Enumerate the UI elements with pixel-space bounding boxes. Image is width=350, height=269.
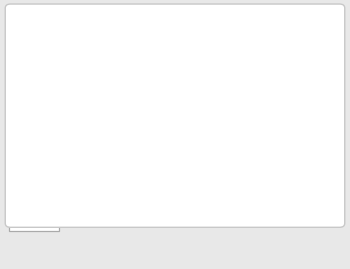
Text: Find the potential at the center of the square.: Find the potential at the center of the …: [10, 201, 228, 210]
Text: = 1.10 cm with charges of: = 1.10 cm with charges of: [86, 38, 211, 47]
Text: = +7.40 μC at: = +7.40 μC at: [146, 38, 214, 47]
Text: P cm: P cm: [92, 186, 111, 195]
Text: d: d: [58, 163, 63, 172]
Text: +q μC: +q μC: [144, 172, 170, 181]
Circle shape: [48, 65, 62, 79]
Text: P cm: P cm: [22, 106, 31, 126]
Circle shape: [141, 65, 155, 79]
Text: Consider a square of side: Consider a square of side: [28, 38, 146, 47]
Circle shape: [48, 153, 62, 167]
Text: V: V: [62, 217, 69, 227]
Text: +q μC: +q μC: [144, 51, 170, 60]
Text: +q μC: +q μC: [51, 51, 77, 60]
Text: q: q: [144, 38, 150, 47]
Text: c: c: [152, 163, 156, 172]
Text: each corner.: each corner.: [28, 51, 84, 60]
Circle shape: [141, 153, 155, 167]
Text: p: p: [83, 38, 90, 47]
FancyBboxPatch shape: [9, 213, 59, 231]
Text: a: a: [58, 65, 63, 74]
Circle shape: [9, 9, 27, 28]
Text: +q μC: +q μC: [51, 172, 77, 181]
Text: Required information: Required information: [28, 24, 149, 34]
Text: !: !: [15, 12, 21, 25]
Text: b: b: [152, 65, 157, 74]
